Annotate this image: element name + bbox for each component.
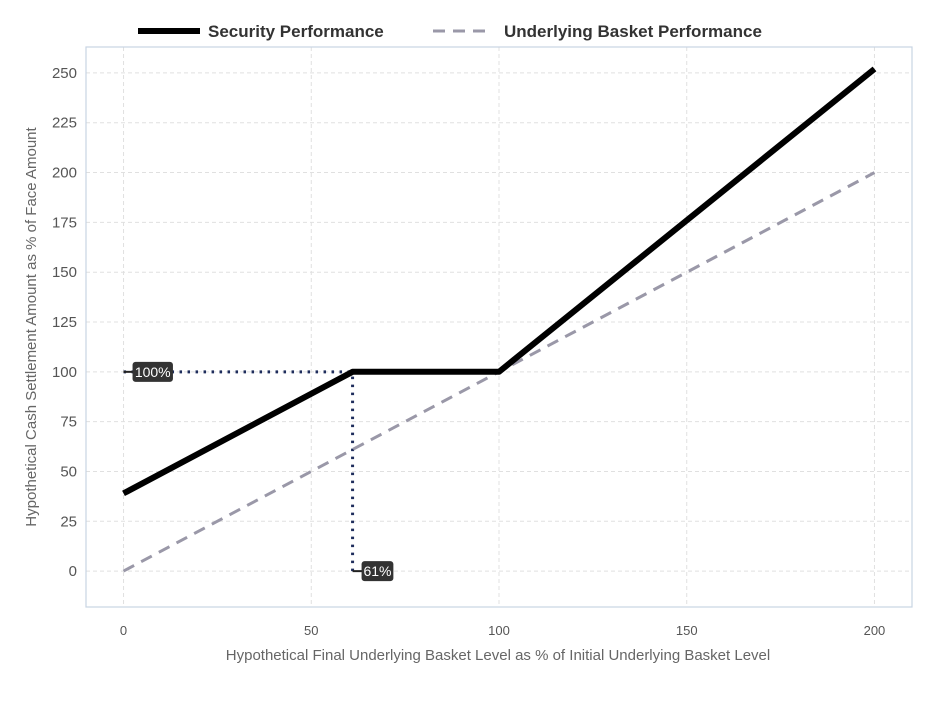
annotation-text: 100% <box>135 364 171 380</box>
annotation-label: 61% <box>352 561 394 582</box>
x-tick-label: 0 <box>120 623 127 638</box>
annotation-label: 100% <box>123 361 173 382</box>
y-tick-label: 75 <box>60 414 77 431</box>
y-tick-label: 175 <box>52 214 77 231</box>
y-axis-ticks: 0 25 50 75 100 125 150 175 200 225 250 <box>52 65 77 580</box>
annotation-text: 61% <box>363 563 391 579</box>
x-tick-label: 150 <box>676 623 698 638</box>
x-axis-ticks: 0 50 100 150 200 <box>120 623 885 638</box>
y-tick-label: 200 <box>52 165 77 182</box>
series-line-security-performance <box>122 66 877 497</box>
y-tick-label: 50 <box>60 463 77 480</box>
y-axis-title: Hypothetical Cash Settlement Amount as %… <box>23 126 40 526</box>
x-axis-title: Hypothetical Final Underlying Basket Lev… <box>226 647 770 664</box>
annotation-box <box>132 361 173 382</box>
x-tick-label: 100 <box>488 623 510 638</box>
y-tick-label: 225 <box>52 115 77 132</box>
legend-label-underlying-basket-performance: Underlying Basket Performance <box>504 22 762 41</box>
x-tick-label: 200 <box>864 623 886 638</box>
y-tick-label: 100 <box>52 364 77 381</box>
x-tick-label: 50 <box>304 623 318 638</box>
y-tick-label: 25 <box>60 513 77 530</box>
y-tick-label: 0 <box>69 563 77 580</box>
legend: Security Performance Underlying Basket P… <box>138 22 762 41</box>
y-tick-label: 125 <box>52 314 77 331</box>
annotations: 100% 61% <box>123 361 394 582</box>
annotation-box <box>361 561 394 582</box>
reference-lines <box>123 370 355 572</box>
y-tick-label: 150 <box>52 264 77 281</box>
series-layer <box>122 66 877 573</box>
plot-frame <box>85 46 913 608</box>
y-tick-label: 250 <box>52 65 77 82</box>
legend-label-security-performance: Security Performance <box>208 22 384 41</box>
grid <box>86 47 912 607</box>
